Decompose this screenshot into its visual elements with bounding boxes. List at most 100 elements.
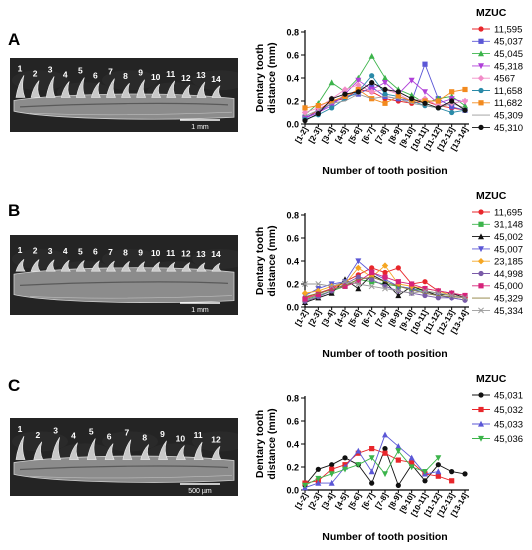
y-axis-title-line: distance (mm) [266, 42, 278, 113]
data-point [341, 86, 349, 93]
data-point [449, 89, 455, 95]
data-point [329, 466, 335, 472]
data-point [342, 91, 348, 97]
data-point [478, 307, 484, 314]
data-point [461, 97, 469, 105]
tooth-number-label: 9 [160, 429, 165, 439]
figure-panel-c: C 1 2 3 4 5 6 7 8 9 10 11 12 500 µm Dentary toothdis… [0, 368, 532, 550]
tooth [158, 440, 169, 460]
tooth-number-label: 4 [63, 246, 68, 256]
tooth [181, 84, 192, 98]
legend-entry: 44,998 [472, 269, 523, 280]
legend-label: 45,045 [494, 49, 523, 60]
legend-entry: 45,318 [472, 61, 523, 72]
data-point [435, 462, 441, 468]
sem-texture [102, 249, 158, 269]
data-point [368, 88, 375, 95]
data-point [478, 124, 484, 130]
data-point [422, 100, 428, 106]
tooth [45, 76, 56, 98]
tooth-number-label: 9 [138, 248, 143, 258]
y-tick-label: 0.6 [286, 51, 299, 61]
data-point [435, 295, 441, 301]
data-point [478, 38, 484, 44]
data-point [422, 292, 428, 299]
y-tick-label: 0.6 [286, 234, 299, 244]
tooth [211, 446, 222, 460]
tooth-number-label: 3 [48, 64, 53, 74]
legend-entry: 45,007 [472, 244, 523, 255]
x-tick-label: [3-4] [320, 491, 336, 510]
data-point [422, 89, 428, 95]
tooth [136, 79, 147, 98]
data-series [302, 269, 468, 302]
data-point [449, 104, 455, 110]
data-point [462, 292, 468, 299]
data-point [462, 294, 468, 301]
tooth [196, 262, 207, 272]
tooth [15, 75, 26, 98]
data-point [301, 290, 309, 297]
legend-label: 11,695 [494, 207, 522, 218]
tooth-number-label: 5 [78, 246, 83, 256]
sem-texture [102, 70, 158, 91]
tooth-number-label: 11 [194, 430, 203, 440]
x-tick-label: [6-7] [360, 308, 376, 327]
line-chart: Dentary toothdistance (mm) 0.0 0.2 0.4 0.6 0.… [254, 190, 523, 360]
data-point [382, 450, 388, 456]
jaw-groove [19, 281, 229, 286]
jaw-groove [19, 465, 229, 471]
data-point [355, 274, 361, 280]
tooth-number-label: 5 [78, 66, 83, 76]
tooth-number-label: 5 [89, 427, 94, 437]
tooth-number-label: 1 [18, 424, 23, 434]
data-point [477, 258, 485, 265]
data-point [422, 279, 428, 285]
jaw-bone [13, 455, 235, 483]
legend-entry: 45,334 [472, 306, 523, 317]
data-point [449, 290, 455, 296]
data-point [478, 26, 484, 32]
tooth [106, 260, 117, 272]
y-tick-label: 0.4 [286, 74, 299, 84]
tooth [151, 261, 162, 272]
x-tick-label: [6-7] [360, 125, 376, 144]
legend-entry: 45,031 [472, 390, 523, 401]
sem-texture [12, 70, 68, 91]
data-point [301, 109, 309, 116]
legend-label: 4567 [494, 74, 515, 85]
data-point [395, 482, 401, 488]
data-point [395, 265, 401, 271]
x-tick-label: [7-8] [373, 491, 389, 510]
x-axis-title: Number of tooth position [322, 531, 447, 543]
figure-panel-a: A 1 2 3 4 5 6 7 8 9 10 11 12 13 14 1 mm Dentary toothd… [0, 0, 532, 185]
jaw-edge [29, 475, 233, 479]
tooth [69, 442, 79, 460]
data-point [478, 246, 484, 253]
data-point [478, 50, 484, 57]
tooth-number-label: 9 [138, 68, 143, 78]
y-tick-label: 0.0 [286, 120, 299, 130]
y-axis-title-line: distance (mm) [266, 225, 278, 296]
data-point [302, 296, 308, 302]
legend-entry: 45,032 [472, 405, 523, 416]
chart-b: Dentary toothdistance (mm) 0.0 0.2 0.4 0.6 0.… [250, 185, 532, 367]
data-point [478, 435, 484, 442]
data-point [435, 288, 441, 294]
tooth-number-label: 13 [196, 249, 206, 259]
x-tick-label: [3-4] [320, 125, 336, 144]
data-point [328, 283, 335, 290]
tooth-number-label: 3 [48, 246, 53, 256]
data-series [302, 80, 468, 124]
data-point [382, 285, 388, 292]
data-point [368, 455, 375, 461]
data-point [355, 285, 362, 292]
legend-label: 11,595 [494, 24, 522, 35]
legend-entry: 11,682 [472, 98, 522, 109]
data-point [315, 281, 322, 287]
data-point [382, 274, 388, 280]
data-point [382, 86, 388, 93]
data-point [355, 264, 362, 272]
figure-panel-b: B 1 2 3 4 5 6 7 8 9 10 11 12 13 14 1 mm Dentary toothd… [0, 185, 532, 368]
data-series [302, 448, 442, 489]
